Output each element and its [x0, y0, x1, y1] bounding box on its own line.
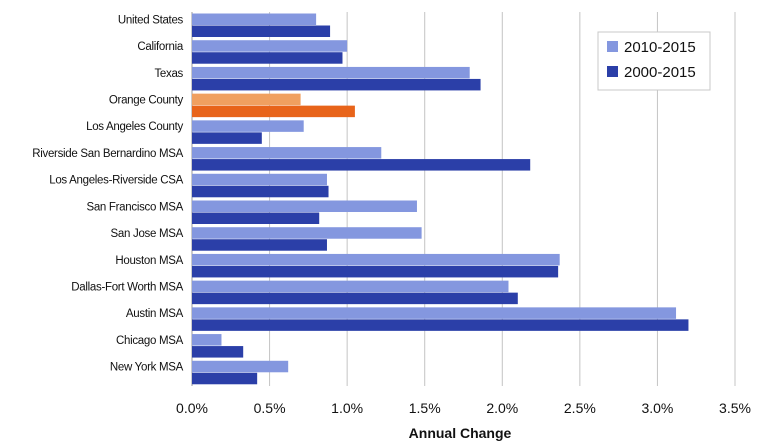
x-tick-label: 3.5%	[719, 400, 751, 416]
category-label-united-states: United States	[118, 14, 184, 26]
x-tick-label: 0.5%	[254, 400, 286, 416]
bar-california-2010-2015	[192, 40, 348, 52]
x-tick-label: 1.5%	[409, 400, 441, 416]
bar-new-york-msa-2010-2015	[192, 360, 289, 373]
bar-orange-county-2010-2015	[192, 93, 301, 106]
bar-houston-msa-2010-2015	[192, 253, 560, 266]
category-label-orange-county: Orange County	[109, 95, 184, 107]
bar-riverside-san-bernardino-msa-2000-2015	[192, 159, 531, 171]
category-label-texas: Texas	[154, 68, 183, 80]
bar-los-angeles-county-2010-2015	[192, 120, 304, 132]
bar-riverside-san-bernardino-msa-2010-2015	[192, 147, 382, 159]
category-label-chicago-msa: Chicago MSA	[116, 335, 184, 347]
x-tick-label: 3.0%	[641, 400, 673, 416]
bar-texas-2000-2015	[192, 78, 481, 91]
category-label-riverside-san-bernardino-msa: Riverside San Bernardino MSA	[32, 148, 183, 160]
bar-san-francisco-msa-2000-2015	[192, 212, 320, 224]
bar-los-angeles-riverside-csa-2000-2015	[192, 185, 329, 198]
bar-dallas-fort-worth-msa-2010-2015	[192, 280, 509, 293]
bar-san-jose-msa-2010-2015	[192, 227, 422, 239]
bar-united-states-2010-2015	[192, 13, 317, 25]
bar-new-york-msa-2000-2015	[192, 372, 258, 385]
bars	[192, 13, 689, 385]
x-tick-labels: 0.0% 0.5% 1.0% 1.5% 2.0% 2.5% 3.0% 3.5%	[176, 400, 751, 416]
category-label-los-angeles-riverside-csa: Los Angeles-Riverside CSA	[49, 175, 183, 187]
category-label-san-francisco-msa: San Francisco MSA	[86, 201, 183, 213]
bar-san-francisco-msa-2010-2015	[192, 200, 417, 212]
bar-texas-2010-2015	[192, 66, 470, 79]
bar-austin-msa-2010-2015	[192, 307, 677, 319]
bar-orange-county-2000-2015	[192, 105, 355, 118]
category-label-austin-msa: Austin MSA	[126, 308, 184, 320]
category-label-california: California	[137, 41, 183, 53]
bar-austin-msa-2000-2015	[192, 319, 689, 331]
x-tick-label: 1.0%	[331, 400, 363, 416]
x-tick-label: 2.0%	[486, 400, 518, 416]
bar-los-angeles-riverside-csa-2010-2015	[192, 173, 327, 186]
x-tick-label: 2.5%	[564, 400, 596, 416]
category-label-dallas-fort-worth-msa: Dallas-Fort Worth MSA	[71, 282, 183, 294]
category-label-houston-msa: Houston MSA	[115, 255, 183, 267]
legend-swatch-2000-2015	[607, 66, 618, 77]
legend-label-2010-2015: 2010-2015	[624, 39, 696, 56]
bar-dallas-fort-worth-msa-2000-2015	[192, 292, 518, 305]
legend-swatch-2010-2015	[607, 41, 618, 52]
category-label-new-york-msa: New York MSA	[110, 362, 184, 374]
bar-houston-msa-2000-2015	[192, 265, 559, 278]
category-label-los-angeles-county: Los Angeles County	[86, 121, 183, 133]
x-axis-title: Annual Change	[409, 425, 512, 441]
bar-chicago-msa-2000-2015	[192, 346, 244, 358]
legend-label-2000-2015: 2000-2015	[624, 64, 696, 81]
category-label-san-jose-msa: San Jose MSA	[111, 228, 184, 240]
bar-california-2000-2015	[192, 52, 343, 64]
bar-los-angeles-county-2000-2015	[192, 132, 262, 144]
bar-united-states-2000-2015	[192, 25, 331, 37]
bar-chicago-msa-2010-2015	[192, 334, 222, 346]
category-labels: United States California Texas Orange Count…	[32, 14, 184, 373]
legend: 2010-2015 2000-2015	[597, 31, 711, 91]
bar-san-jose-msa-2000-2015	[192, 239, 327, 251]
x-tick-label: 0.0%	[176, 400, 208, 416]
